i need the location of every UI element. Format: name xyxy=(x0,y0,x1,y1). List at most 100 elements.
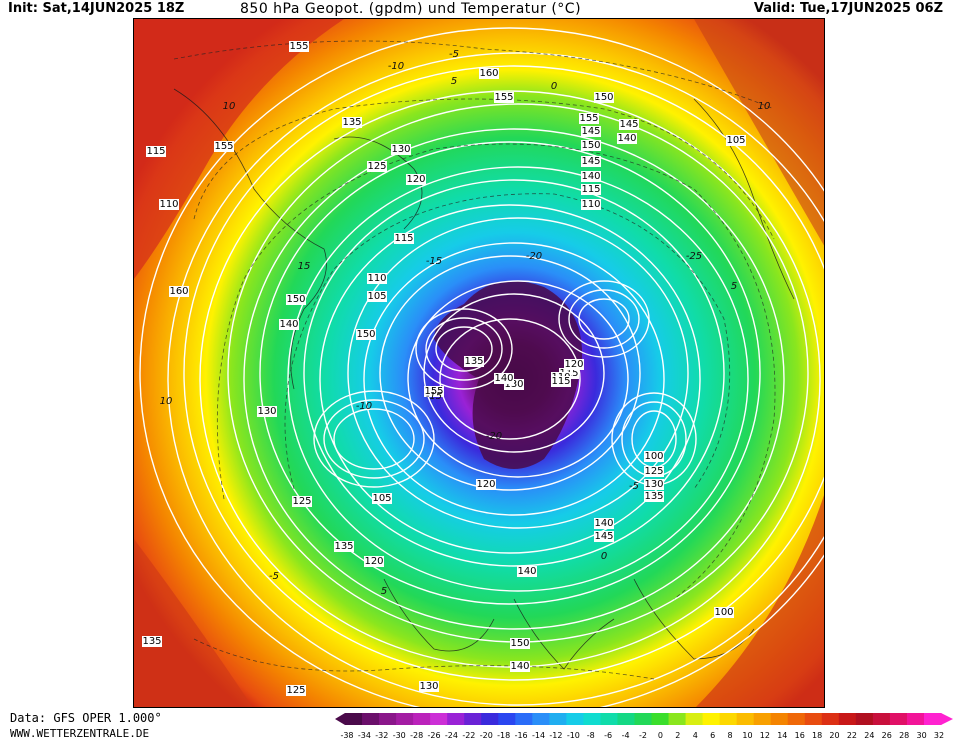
geopotential-isoline xyxy=(243,128,785,630)
geopotential-label-bg xyxy=(257,406,277,417)
geopotential-label-bg xyxy=(289,41,309,52)
geopotential-label-bg xyxy=(579,113,599,124)
geopotential-label: 145 xyxy=(581,156,600,167)
geopotential-isoline xyxy=(578,298,630,340)
geopotential-label-bg xyxy=(581,140,601,151)
geopotential-label: 160 xyxy=(479,68,498,79)
geopotential-label-bg xyxy=(714,607,734,618)
legend-tick-label: -32 xyxy=(375,731,388,740)
legend-tick-label: -14 xyxy=(532,731,545,740)
geopotential-contours xyxy=(139,27,824,707)
legend-swatch xyxy=(668,713,687,725)
legend-tick-label: 16 xyxy=(795,731,805,740)
geopotential-label: 140 xyxy=(517,566,536,577)
geopotential-isoline xyxy=(313,390,435,488)
legend-tick-label: -8 xyxy=(587,731,595,740)
legend-swatch xyxy=(838,713,857,725)
geopotential-label: 120 xyxy=(476,479,495,490)
temperature-label: -20 xyxy=(526,251,542,262)
legend-swatch xyxy=(770,713,789,725)
geopotential-label: 135 xyxy=(464,356,483,367)
legend-swatch xyxy=(362,713,380,725)
geopotential-label-bg xyxy=(159,199,179,210)
geopotential-label-bg xyxy=(644,451,664,462)
temperature-legend: -38 -34 -32 -30 -28 -26 -24 -22 -20 -18 -16 -14 -12-… xyxy=(335,711,957,741)
geopotential-label: 130 xyxy=(257,406,276,417)
warm-region-nw xyxy=(134,19,344,279)
geopotential-label: 115 xyxy=(551,376,570,387)
geopotential-isoline xyxy=(423,293,605,453)
legend-tick-label: 0 xyxy=(658,731,663,740)
geopotential-label-bg xyxy=(617,133,637,144)
geopotential-label: 140 xyxy=(617,133,636,144)
legend-swatch xyxy=(617,713,635,725)
legend-tick-label: -4 xyxy=(622,731,630,740)
legend-tick-label: -24 xyxy=(445,731,458,740)
geopotential-isoline xyxy=(319,204,701,554)
geopotential-label-bg xyxy=(214,141,234,152)
geopotential-label-bg xyxy=(504,379,524,390)
legend-tick-label: -22 xyxy=(462,731,475,740)
geopotential-label-bg xyxy=(581,156,601,167)
legend-tick-label: -18 xyxy=(497,731,510,740)
geopotential-label: 155 xyxy=(494,92,513,103)
legend-tick-label: -12 xyxy=(549,731,562,740)
legend-tick-label: 26 xyxy=(882,731,892,740)
geopotential-label: 125 xyxy=(286,685,305,696)
geopotential-isoline xyxy=(558,280,650,358)
warm-region-sw xyxy=(134,539,253,707)
legend-swatch xyxy=(634,713,653,725)
geopotential-label-bg xyxy=(581,171,601,182)
legend-swatch xyxy=(345,713,363,725)
geopotential-label-bg xyxy=(342,117,362,128)
geopotential-label-bg xyxy=(391,144,411,155)
geopotential-label-bg xyxy=(367,273,387,284)
legend-swatch xyxy=(702,713,721,725)
geopotential-label-bg xyxy=(594,92,614,103)
geopotential-label: 115 xyxy=(394,233,413,244)
geopotential-label-bg xyxy=(169,286,189,297)
geopotential-label: 125 xyxy=(644,466,663,477)
geopotential-isoline xyxy=(439,318,581,440)
legend-tick-label: 6 xyxy=(710,731,715,740)
legend-swatch xyxy=(719,713,738,725)
temperature-label: -15 xyxy=(426,391,442,402)
website-label: WWW.WETTERZENTRALE.DE xyxy=(10,727,150,740)
temperature-label: -5 xyxy=(449,49,459,60)
temperature-label: -5 xyxy=(269,571,279,582)
geopotential-label: 155 xyxy=(424,386,443,397)
legend-swatch xyxy=(906,713,925,725)
geopotential-label: 135 xyxy=(334,541,353,552)
temperature-label: 10 xyxy=(223,101,236,112)
legend-tick-label: 8 xyxy=(728,731,733,740)
legend-tick-label: 24 xyxy=(864,731,874,740)
temperature-label: 0 xyxy=(551,81,557,92)
geopotential-label-bg xyxy=(394,233,414,244)
legend-tick-label: 30 xyxy=(916,731,926,740)
temperature-label: -10 xyxy=(356,401,372,412)
geopotential-label-bg xyxy=(551,376,571,387)
geopotential-label-bg xyxy=(581,199,601,210)
geopotential-label: 130 xyxy=(419,681,438,692)
geopotential-label: 140 xyxy=(594,518,613,529)
geopotential-label: 110 xyxy=(367,273,386,284)
geopotential-label: 140 xyxy=(494,373,513,384)
geopotential-label-bg xyxy=(146,146,166,157)
geopotential-label: 155 xyxy=(214,141,233,152)
temperature-label: 5 xyxy=(451,76,457,87)
geopotential-label-bg xyxy=(424,386,444,397)
legend-swatch xyxy=(753,713,772,725)
legend-swatch xyxy=(464,713,482,725)
temperature-label: 10 xyxy=(758,101,771,112)
legend-tick-label: -26 xyxy=(428,731,441,740)
geopotential-label: 120 xyxy=(364,556,383,567)
warm-region-se xyxy=(695,494,824,707)
geopotential-label-bg xyxy=(581,184,601,195)
geopotential-label-bg xyxy=(726,135,746,146)
geopotential-label: 135 xyxy=(142,636,161,647)
geopotential-isoline xyxy=(435,326,493,372)
legend-swatch xyxy=(566,713,584,725)
geopotential-label-bg xyxy=(367,161,387,172)
geopotential-label-bg xyxy=(406,174,426,185)
